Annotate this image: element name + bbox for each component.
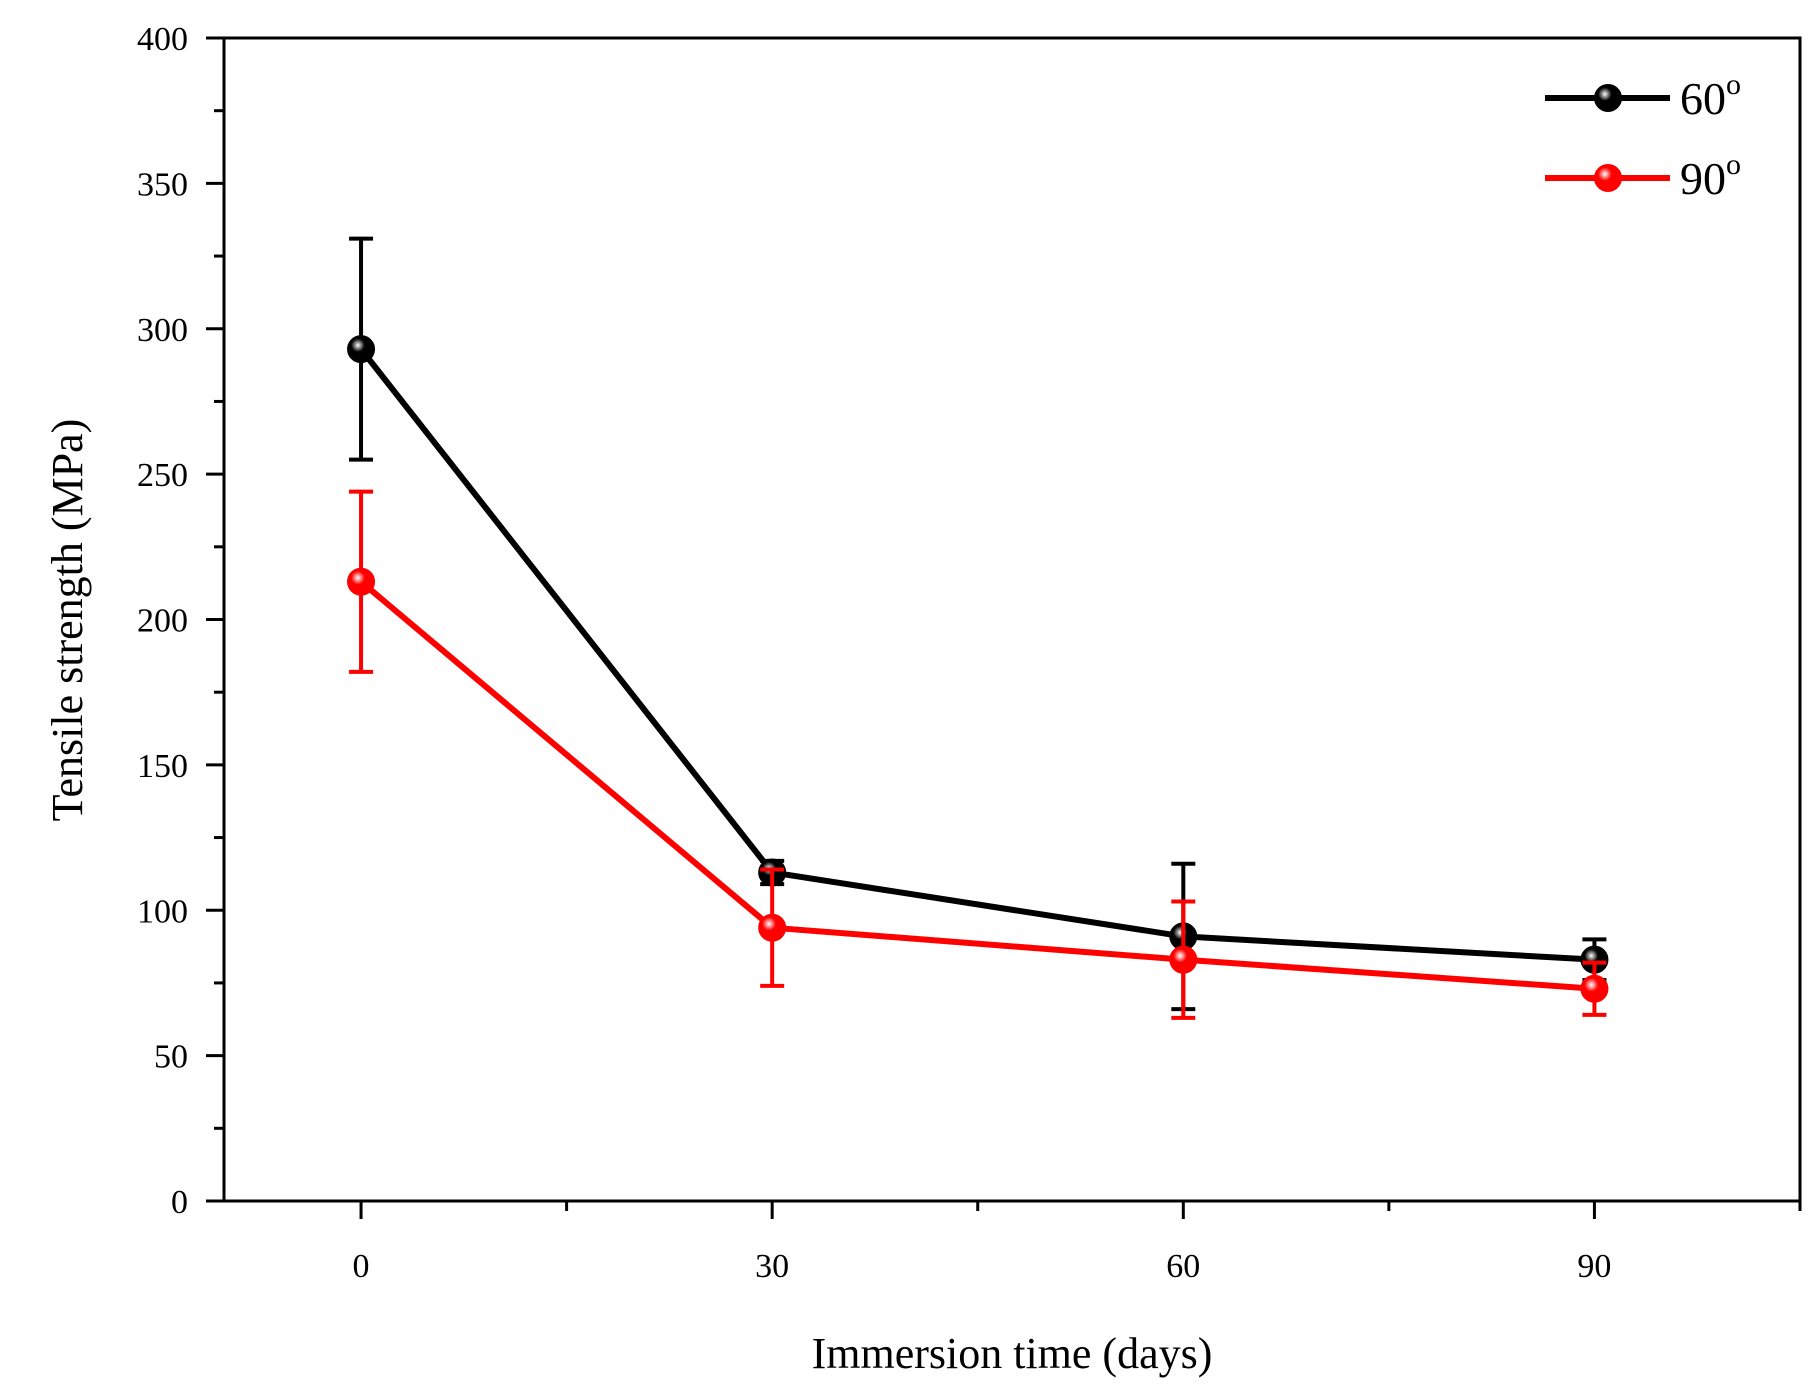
series-layer — [347, 236, 1609, 1020]
series-90 — [347, 489, 1609, 1020]
y-tick-label: 300 — [137, 312, 188, 349]
x-tick-label: 90 — [1577, 1248, 1611, 1285]
series-line-60 — [358, 347, 1595, 963]
legend: 60o 90o — [1545, 68, 1741, 204]
series-line-90 — [359, 579, 1595, 992]
y-axis-ticks: 0 50 100 150 200 250 300 350 400 — [137, 21, 224, 1221]
legend-degree-superscript: o — [1726, 68, 1741, 101]
y-tick-label: 350 — [137, 166, 188, 203]
y-axis-title: Tensile strength (MPa) — [43, 419, 92, 822]
x-tick-label: 30 — [755, 1248, 789, 1285]
legend-degree-superscript: o — [1726, 148, 1741, 181]
x-axis-title: Immersion time (days) — [812, 1329, 1213, 1378]
y-tick-label: 50 — [154, 1039, 188, 1076]
legend-label: 90o — [1680, 148, 1741, 204]
y-tick-label: 150 — [137, 748, 188, 785]
data-point — [347, 567, 376, 596]
plot-frame — [222, 36, 1802, 1203]
legend-marker — [1594, 84, 1622, 112]
x-tick-label: 60 — [1166, 1248, 1200, 1285]
data-point — [758, 913, 787, 942]
series-60 — [347, 236, 1609, 1012]
y-tick-label: 100 — [137, 893, 188, 930]
x-axis-ticks: 0 30 60 90 — [353, 1201, 1802, 1285]
x-tick-label: 0 — [353, 1248, 370, 1285]
y-tick-label: 0 — [171, 1184, 188, 1221]
y-tick-label: 250 — [137, 457, 188, 494]
data-point — [1169, 945, 1198, 974]
y-tick-label: 400 — [137, 21, 188, 58]
data-point — [1580, 974, 1609, 1003]
legend-label: 60o — [1680, 68, 1741, 124]
data-point — [347, 335, 376, 364]
legend-marker — [1594, 164, 1622, 192]
y-tick-label: 200 — [137, 603, 188, 640]
